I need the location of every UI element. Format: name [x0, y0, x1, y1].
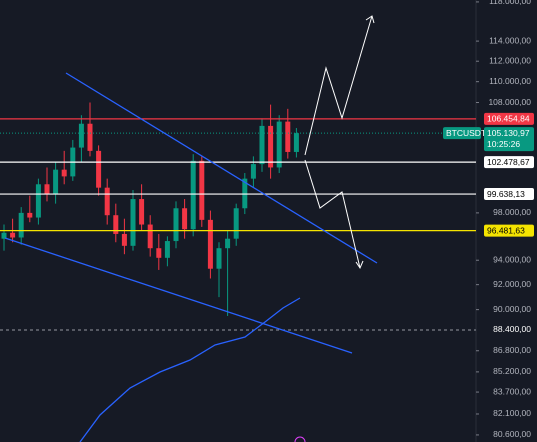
arrow-head [365, 15, 375, 24]
y-tick-label: 114.000,00 [489, 35, 531, 45]
price-label: 105.130,97 [487, 128, 530, 138]
trend-line [65, 72, 378, 264]
candle-body [242, 178, 248, 209]
candle-body [225, 238, 231, 249]
crosshair-label: 88.400,00 [493, 324, 531, 334]
candle-body [139, 199, 145, 225]
candle-body [199, 160, 205, 220]
y-tick-label: 108.000,00 [488, 97, 531, 107]
arrow-head [355, 260, 364, 270]
candle-body [156, 248, 162, 258]
y-tick-label: 90.000,00 [493, 304, 531, 314]
level-label: 106.454,84 [487, 114, 530, 124]
candle-body [259, 125, 265, 165]
candle-body [35, 184, 41, 218]
y-tick-label: 112.000,00 [489, 55, 531, 65]
candle-body [164, 241, 170, 258]
candle-body [216, 248, 222, 269]
candle-body [121, 233, 127, 246]
crosshair-tag [477, 323, 535, 336]
price-labels: 118.000,00 114.000,00 112.000,00 110.000,00… [443, 0, 535, 439]
candle-body [207, 219, 213, 269]
y-tick-label: 86.800,00 [493, 345, 531, 355]
projection-down [304, 159, 361, 269]
candle-body [104, 187, 110, 216]
candle-body [10, 232, 16, 238]
candle-body [53, 169, 59, 195]
price-tag [484, 127, 534, 152]
candle-body [61, 169, 67, 177]
candle-body [285, 121, 291, 152]
candle-body [293, 133, 299, 152]
level-label: 102.478,67 [487, 157, 530, 167]
y-tick-label: 118.000,00 [489, 0, 531, 6]
level-label: 96.481,63 [487, 225, 525, 235]
y-tick-label: 85.200,00 [493, 366, 531, 376]
drawings [4, 15, 378, 442]
symbol-tag [443, 127, 481, 140]
y-tick-label: 83.700,00 [493, 386, 531, 396]
y-tick-label: 82.100,00 [493, 408, 531, 418]
candle-body [113, 215, 119, 234]
plot [0, 102, 476, 331]
y-tick-label: 80.600,00 [493, 429, 531, 439]
level-tag [484, 156, 534, 169]
candle-body [18, 212, 24, 238]
candle-body [96, 150, 102, 188]
candle-body [233, 208, 239, 239]
trend-line [4, 237, 353, 354]
candle-body [190, 160, 196, 230]
candle-body [182, 208, 188, 230]
level-tag [484, 188, 534, 201]
y-tick-label: 92.000,00 [493, 279, 531, 289]
countdown: 10:25:26 [487, 139, 520, 149]
moving-average [79, 297, 301, 442]
level-label: 99.638,13 [487, 189, 525, 199]
candle-body [173, 208, 179, 242]
y-tick-label: 94.000,00 [493, 254, 531, 264]
symbol: BTCUSDT [446, 128, 486, 138]
candle-body [1, 232, 7, 239]
projection-up [304, 15, 373, 156]
candle-body [44, 184, 50, 195]
candle-body [250, 164, 256, 179]
level-tag [484, 112, 534, 125]
level-tag [484, 224, 534, 237]
candle-body [27, 212, 33, 218]
marker [294, 436, 306, 442]
candle-body [268, 125, 274, 168]
y-tick-label: 98.000,00 [493, 207, 531, 217]
candle-body [130, 199, 136, 246]
y-tick-label: 110.000,00 [489, 76, 531, 86]
candle-body [276, 121, 282, 168]
candle-body [78, 123, 84, 148]
candle-body [147, 224, 153, 249]
candle-body [87, 123, 93, 151]
